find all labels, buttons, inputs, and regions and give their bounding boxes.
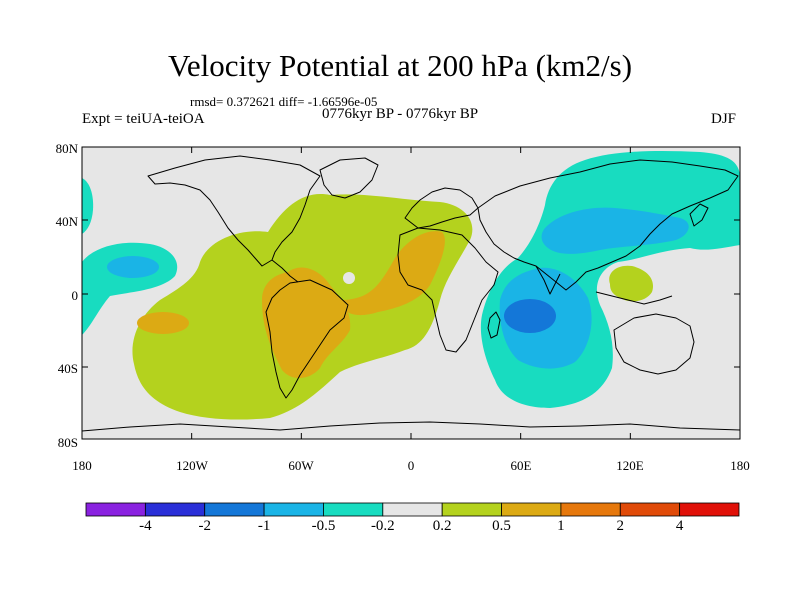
colorbar-swatch <box>382 502 443 517</box>
contour-pos-0.2-maritime <box>609 265 654 302</box>
colorbar-swatch <box>619 502 681 517</box>
lat-label-0: 0 <box>71 288 79 303</box>
season-label: DJF <box>710 111 736 127</box>
coastlines <box>81 155 741 432</box>
colorbar-swatch <box>441 502 502 517</box>
colorbar-swatch <box>144 502 206 517</box>
colorbar-swatch <box>323 502 384 517</box>
colorbar-label: -0.5 <box>311 518 336 534</box>
contour-neg-0.5-pacific-west <box>107 256 159 278</box>
lon-label-60w: 60W <box>288 458 314 473</box>
colorbar-swatch <box>85 502 146 517</box>
lat-label-40s: 40S <box>57 361 78 376</box>
coastline-india <box>535 265 561 295</box>
colorbar-label: -2 <box>198 518 211 534</box>
lon-label-180e: 180 <box>730 458 750 473</box>
stats-text: rmsd= 0.372621 diff= -1.66596e-05 <box>190 94 378 109</box>
coastline-madagascar <box>487 311 501 339</box>
lon-label-120w: 120W <box>176 458 208 473</box>
colorbar-swatch <box>501 502 562 517</box>
lon-label-0: 0 <box>407 458 415 473</box>
colorbar-label: 0.2 <box>432 518 452 534</box>
contour-pos-0.5-atlantic <box>340 231 445 316</box>
period-label: 0776kyr BP - 0776kyr BP <box>322 106 479 122</box>
colorbar-label: 0.5 <box>492 518 511 534</box>
colorbar-swatch <box>263 502 324 517</box>
colorbar-swatch <box>560 502 621 517</box>
contour-pos-0.5-south-america <box>262 267 351 379</box>
coastline-africa <box>397 227 499 353</box>
colorbar-swatch <box>204 502 265 517</box>
lat-label-80s: 80S <box>57 435 78 450</box>
contour-pos-0.5-pacific <box>137 312 189 334</box>
experiment-label: Expt = teiUA-teiOA <box>82 111 205 127</box>
coastline-europe <box>404 187 479 229</box>
lon-label-60e: 60E <box>510 458 532 473</box>
coastline-indonesia <box>595 291 673 305</box>
coastline-eurasia <box>477 159 739 291</box>
colorbar-label: -1 <box>257 518 271 534</box>
coastline-north-america <box>147 155 321 267</box>
lon-label-180w: 180 <box>72 458 92 473</box>
colorbar-swatch <box>679 502 740 517</box>
lon-label-120e: 120E <box>616 458 644 473</box>
coastline-central-america <box>271 259 299 283</box>
coastline-australia <box>613 313 695 375</box>
colorbar-label: -4 <box>139 518 152 534</box>
contour-neg-0.5-asia <box>541 207 689 254</box>
chart-title: Velocity Potential at 200 hPa (km2/s) <box>167 48 633 83</box>
coastline-antarctica <box>81 421 741 432</box>
lat-label-40n: 40N <box>55 214 78 229</box>
colorbar-label: 1 <box>557 518 565 534</box>
colorbar-label: -0.2 <box>370 518 395 534</box>
coastline-south-america <box>265 279 349 399</box>
axis-ticks <box>81 146 741 440</box>
colorbar-label: 2 <box>616 518 625 534</box>
colorbar-label: 4 <box>675 518 684 534</box>
coastline-japan <box>689 203 709 227</box>
coastline-greenland <box>319 157 379 199</box>
contour-neg-1-indian <box>504 299 556 333</box>
colorbar <box>85 502 740 517</box>
lat-label-80n: 80N <box>55 141 78 156</box>
contour-neutral-hole <box>343 272 355 284</box>
